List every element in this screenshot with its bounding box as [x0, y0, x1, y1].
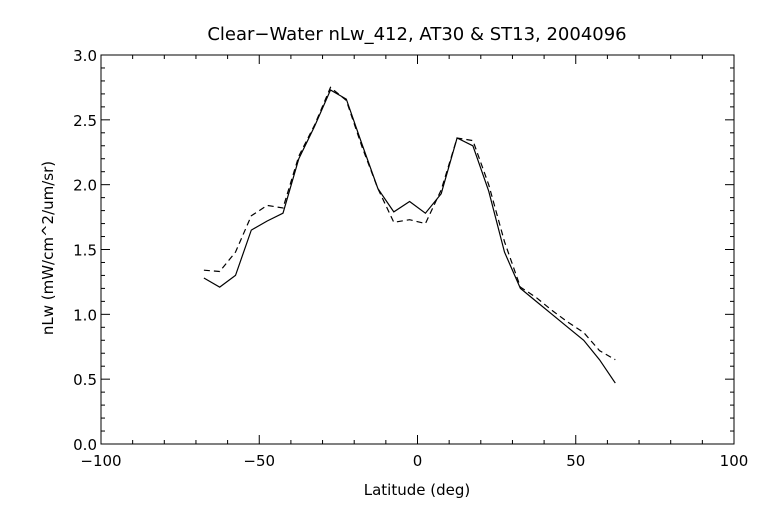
- y-axis-label: nLw (mW/cm^2/um/sr): [39, 161, 57, 335]
- x-tick-label: 50: [566, 452, 585, 470]
- x-tick-label: 0: [413, 452, 423, 470]
- x-tick-label: −100: [80, 452, 121, 470]
- axes-group: −100 −50 0 50 100 0.0 0.5 1.0 1.5 2.0 2.5 3.0: [73, 47, 748, 470]
- x-tick-label: −50: [243, 452, 275, 470]
- y-tick-label: 1.0: [73, 306, 97, 324]
- y-tick-label: 0.0: [73, 436, 97, 454]
- y-tick-label: 2.0: [73, 177, 97, 195]
- chart-title: Clear−Water nLw_412, AT30 & ST13, 200409…: [207, 24, 626, 45]
- series-group: [203, 86, 616, 384]
- plot-frame: [100, 54, 735, 445]
- y-tick-label: 0.5: [73, 371, 97, 389]
- y-tick-label: 1.5: [73, 242, 97, 260]
- dashed-series-line: [203, 86, 616, 361]
- solid-series-line: [203, 89, 616, 384]
- x-axis-label: Latitude (deg): [364, 481, 470, 499]
- y-tick-label: 3.0: [73, 47, 97, 65]
- x-tick-label: 100: [720, 452, 749, 470]
- y-tick-label: 2.5: [73, 112, 97, 130]
